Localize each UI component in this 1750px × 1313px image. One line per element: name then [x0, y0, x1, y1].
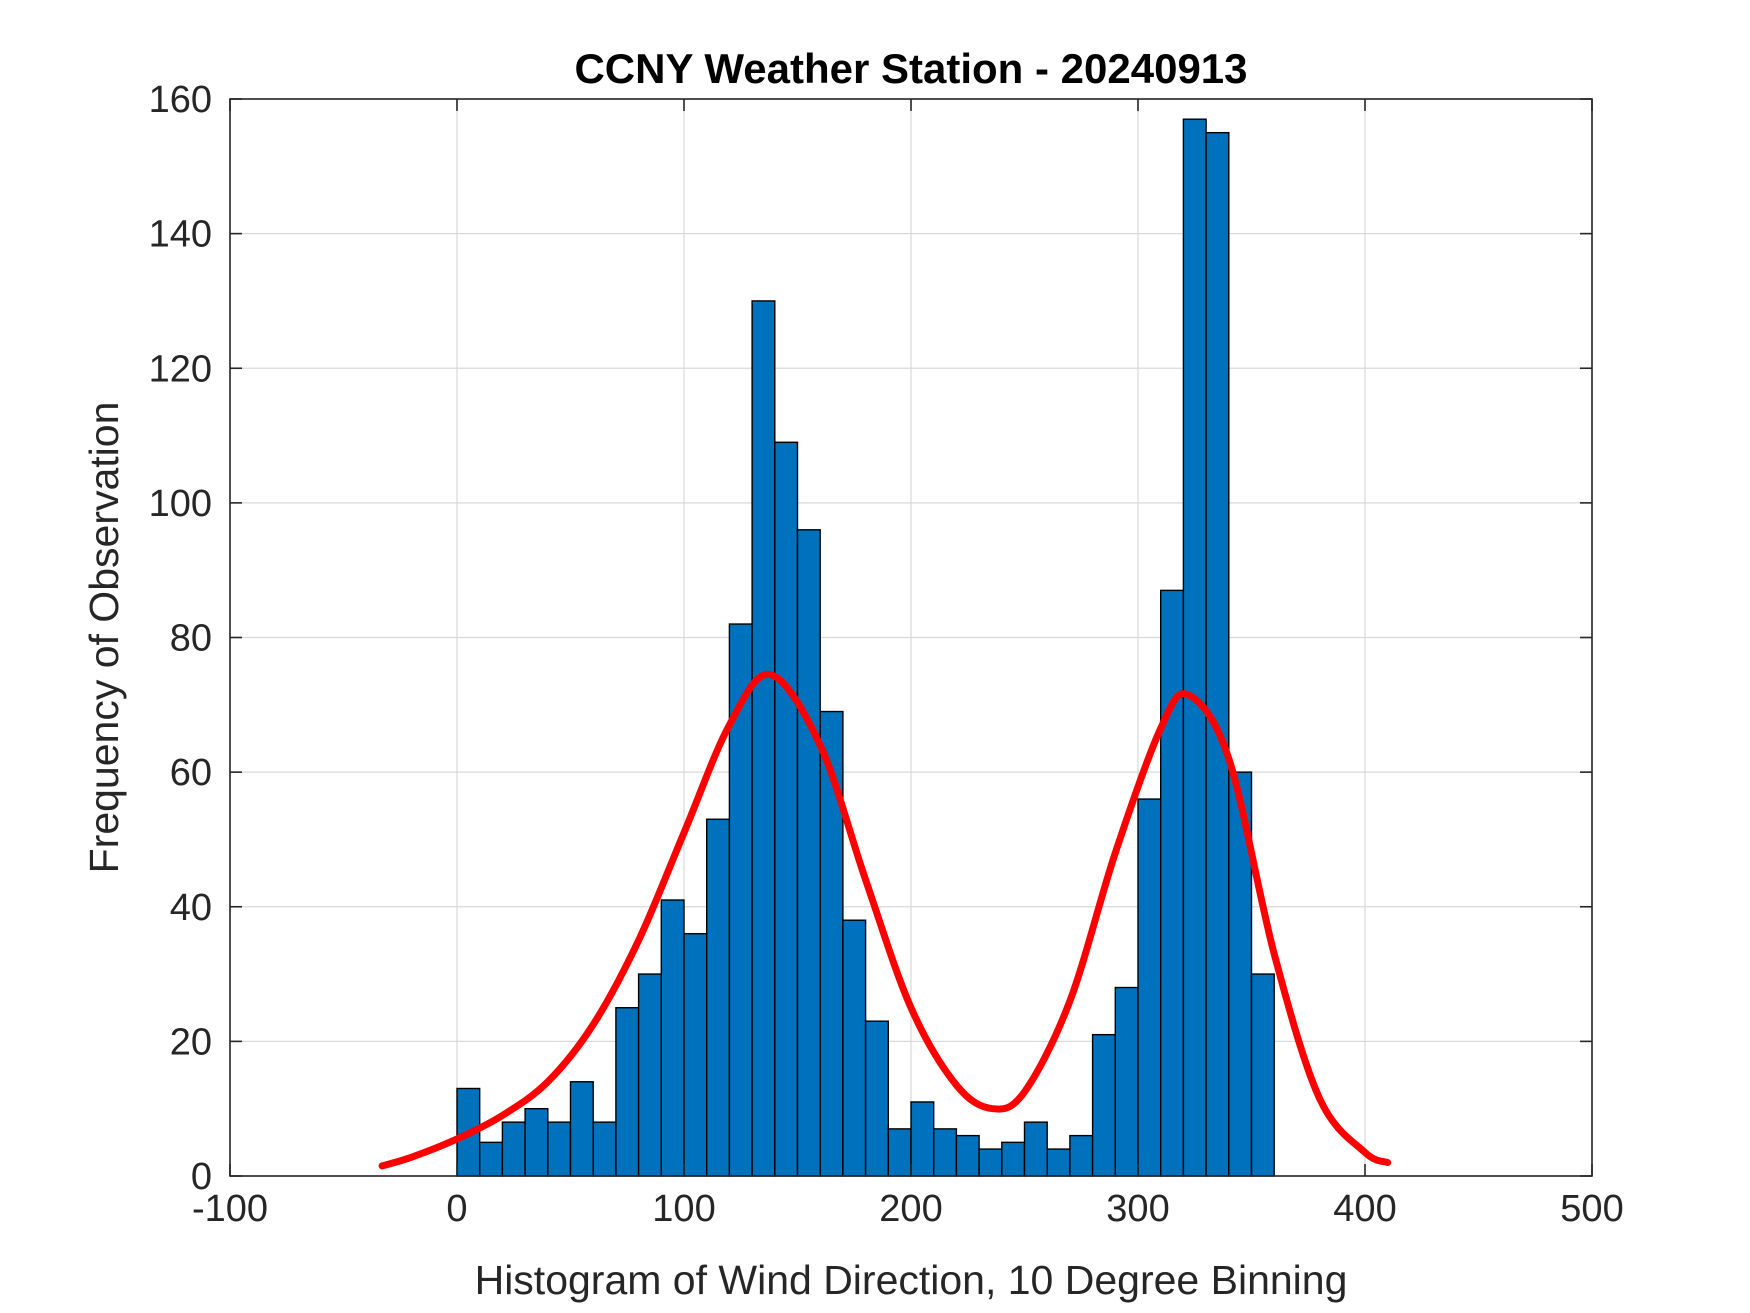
histogram-bar-30: [1137, 798, 1162, 1177]
x-tick-label-4: 300: [1106, 1188, 1169, 1230]
histogram-bar-10: [683, 932, 708, 1177]
y-tick-label-0: 0: [191, 1156, 212, 1198]
histogram-bar-33: [1205, 131, 1230, 1177]
histogram-bar-4: [547, 1121, 572, 1177]
y-tick-label-1: 20: [170, 1021, 212, 1063]
histogram-bar-19: [887, 1128, 912, 1177]
histogram-bar-32: [1182, 118, 1207, 1177]
y-tick-label-6: 120: [149, 348, 212, 390]
x-tick-label-5: 400: [1333, 1188, 1396, 1230]
histogram-bar-24: [1001, 1141, 1026, 1177]
histogram-bar-22: [955, 1134, 980, 1177]
x-tick-labels: -100 0 100 200 300 400 500: [192, 1188, 1624, 1230]
y-tick-label-5: 100: [149, 483, 212, 525]
histogram-bar-14: [774, 441, 799, 1177]
histogram-bar-2: [501, 1121, 526, 1177]
histogram-bar-6: [592, 1121, 617, 1177]
y-axis-label: Frequency of Observation: [81, 402, 127, 874]
chart-title: CCNY Weather Station - 20240913: [574, 45, 1247, 92]
histogram-bar-17: [842, 919, 867, 1177]
histogram-bars: [456, 118, 1275, 1177]
x-tick-label-3: 200: [879, 1188, 942, 1230]
histogram-bar-13: [751, 300, 776, 1177]
histogram-bar-7: [615, 1007, 640, 1177]
histogram-bar-21: [933, 1128, 958, 1177]
y-tick-label-7: 140: [149, 214, 212, 256]
histogram-bar-15: [796, 529, 821, 1177]
y-tick-label-4: 80: [170, 618, 212, 660]
histogram-bar-23: [978, 1148, 1003, 1177]
histogram-bar-8: [637, 973, 662, 1177]
histogram-bar-31: [1159, 589, 1185, 1177]
histogram-bar-5: [569, 1081, 594, 1177]
histogram-bar-18: [864, 1020, 889, 1177]
histogram-bar-27: [1069, 1134, 1094, 1177]
y-tick-labels: 0 20 40 60 80 100 120 140 160: [149, 79, 212, 1198]
x-tick-label-6: 500: [1560, 1188, 1623, 1230]
y-tick-label-2: 40: [170, 887, 212, 929]
histogram-bar-11: [706, 818, 731, 1177]
x-tick-label-2: 100: [652, 1188, 715, 1230]
histogram-bar-29: [1114, 986, 1139, 1177]
fit-curve-layer: [378, 670, 1392, 1170]
histogram-bar-9: [660, 899, 685, 1177]
axis-ticks: [229, 98, 1593, 1177]
histogram-bar-3: [524, 1107, 549, 1177]
x-axis-label: Histogram of Wind Direction, 10 Degree B…: [475, 1257, 1348, 1303]
x-tick-label-0: -100: [192, 1188, 268, 1230]
y-tick-label-3: 60: [170, 752, 212, 794]
y-tick-label-8: 160: [149, 79, 212, 121]
histogram-bar-26: [1046, 1148, 1071, 1177]
histogram-bar-28: [1091, 1033, 1116, 1177]
x-tick-label-1: 0: [446, 1188, 467, 1230]
fit-curve-line: [378, 670, 1392, 1170]
histogram-bar-1: [479, 1141, 504, 1177]
histogram-bar-35: [1250, 973, 1275, 1177]
histogram-bar-20: [910, 1101, 935, 1177]
histogram-bar-25: [1023, 1121, 1048, 1177]
